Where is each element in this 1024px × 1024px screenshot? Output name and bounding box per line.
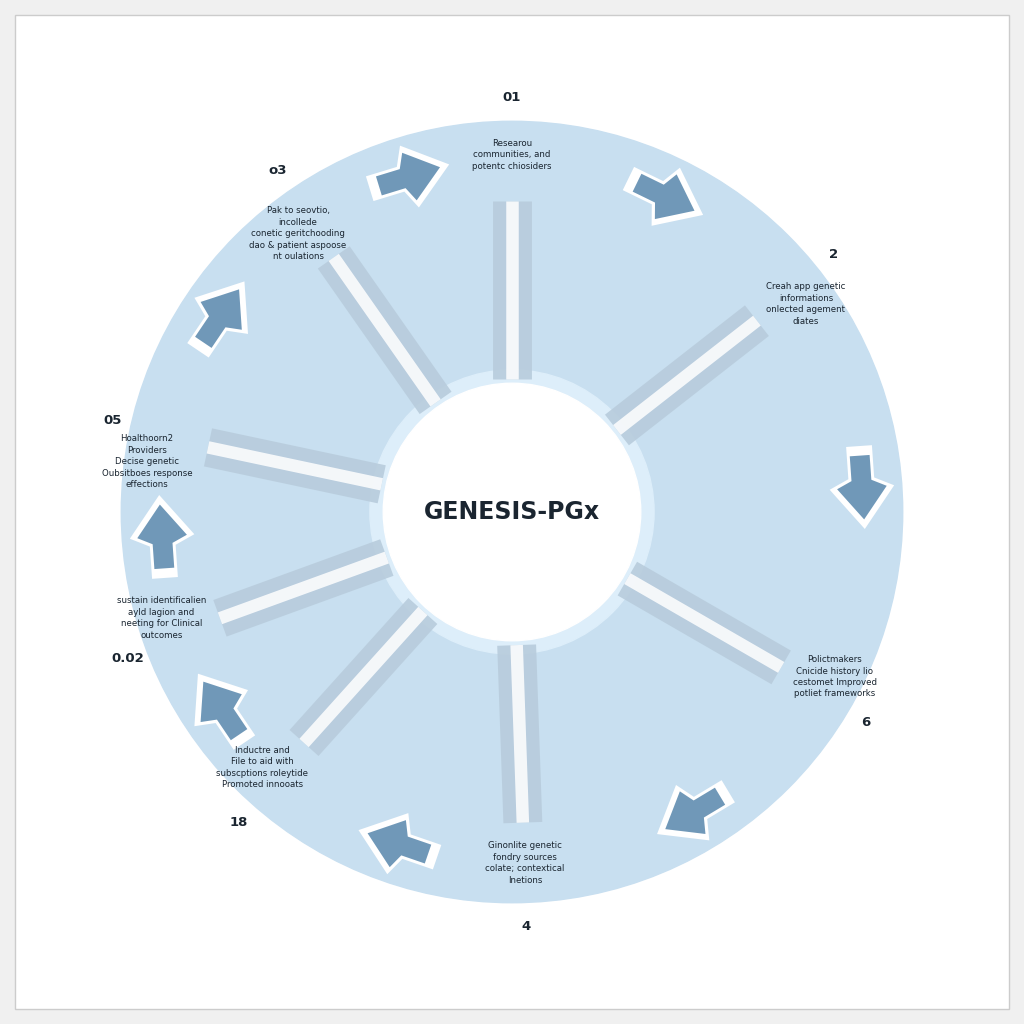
Text: Pak to seovtio,
incollede
conetic geritchooding
dao & patient aspoose
nt oulatio: Pak to seovtio, incollede conetic geritc… xyxy=(250,207,347,261)
Polygon shape xyxy=(623,167,703,225)
Polygon shape xyxy=(376,153,440,201)
Text: Inductre and
File to aid with
subscptions roleytide
Promoted innooats: Inductre and File to aid with subscption… xyxy=(216,745,308,790)
Circle shape xyxy=(121,121,903,903)
Polygon shape xyxy=(368,820,431,867)
Polygon shape xyxy=(633,174,694,219)
Text: Creah app genetic
informations
onlected agement
diates: Creah app genetic informations onlected … xyxy=(766,283,846,326)
Polygon shape xyxy=(137,505,187,569)
Circle shape xyxy=(383,383,641,641)
Polygon shape xyxy=(358,813,441,874)
Text: 4: 4 xyxy=(521,921,530,933)
Text: GENESIS-PGx: GENESIS-PGx xyxy=(424,500,600,524)
Polygon shape xyxy=(666,787,725,834)
Polygon shape xyxy=(201,682,248,740)
Text: Ginonlite genetic
fondry sources
colate; contextical
Inetions: Ginonlite genetic fondry sources colate;… xyxy=(485,842,564,885)
Text: o3: o3 xyxy=(268,165,287,177)
Polygon shape xyxy=(130,495,195,579)
Circle shape xyxy=(370,370,654,654)
Text: 18: 18 xyxy=(229,815,248,828)
Polygon shape xyxy=(366,145,450,208)
Text: Researou
communities, and
potentc chiosiders: Researou communities, and potentc chiosi… xyxy=(472,139,552,171)
Polygon shape xyxy=(196,290,242,348)
Text: Polictmakers
Cnicide history lio
cestomet Improved
potliet frameworks: Polictmakers Cnicide history lio cestome… xyxy=(793,655,877,698)
Text: 0.02: 0.02 xyxy=(112,651,144,665)
Text: Hoalthoorn2
Providers
Decise genetic
Oubsitboes response
effections: Hoalthoorn2 Providers Decise genetic Oub… xyxy=(101,434,193,489)
Text: 01: 01 xyxy=(503,90,521,103)
Polygon shape xyxy=(195,674,255,750)
Text: 6: 6 xyxy=(861,716,870,729)
Polygon shape xyxy=(187,282,248,357)
Text: 2: 2 xyxy=(829,248,839,260)
Text: 05: 05 xyxy=(103,414,122,427)
Polygon shape xyxy=(657,780,735,841)
Polygon shape xyxy=(837,455,887,519)
Polygon shape xyxy=(829,445,894,529)
Text: sustain identificalien
ayld lagion and
neeting for Clinical
outcomes: sustain identificalien ayld lagion and n… xyxy=(117,596,206,640)
